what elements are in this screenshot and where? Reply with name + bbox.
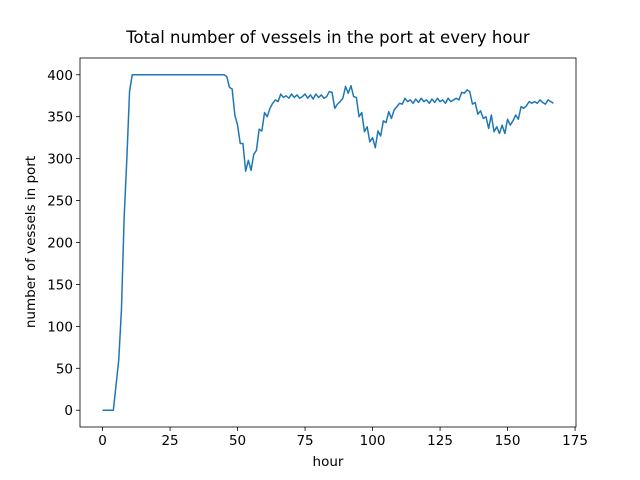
y-tick-label: 300 <box>47 152 73 168</box>
data-line <box>102 74 554 411</box>
y-tick-label: 50 <box>56 361 73 377</box>
x-tick-label: 100 <box>360 433 386 449</box>
x-tick-label: 175 <box>562 433 588 449</box>
x-axis-label: hour <box>313 454 344 470</box>
y-tick-label: 250 <box>47 194 73 210</box>
y-tick-label: 0 <box>64 403 73 419</box>
x-tick-label: 50 <box>229 433 246 449</box>
x-tick-label: 0 <box>98 433 107 449</box>
chart-title: Total number of vessels in the port at e… <box>125 28 530 47</box>
x-tick-label: 75 <box>296 433 313 449</box>
y-tick-label: 400 <box>47 68 73 84</box>
y-tick-label: 200 <box>47 236 73 252</box>
y-tick-label: 150 <box>47 277 73 293</box>
x-tick-label: 125 <box>427 433 453 449</box>
y-axis-label: number of vessels in port <box>23 156 39 328</box>
y-tick-label: 100 <box>47 319 73 335</box>
axes-frame <box>79 57 577 428</box>
x-tick-label: 25 <box>161 433 178 449</box>
x-tick-label: 150 <box>495 433 521 449</box>
y-tick-label: 350 <box>47 110 73 126</box>
